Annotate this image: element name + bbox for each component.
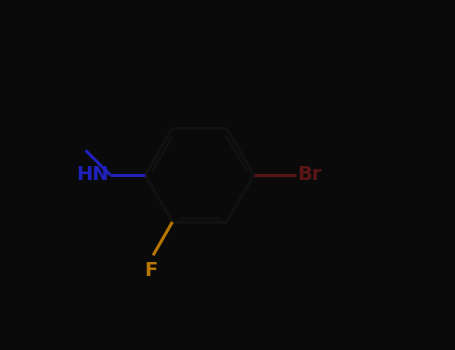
Text: Br: Br — [298, 166, 322, 184]
Text: HN: HN — [76, 166, 108, 184]
Text: F: F — [145, 260, 158, 280]
